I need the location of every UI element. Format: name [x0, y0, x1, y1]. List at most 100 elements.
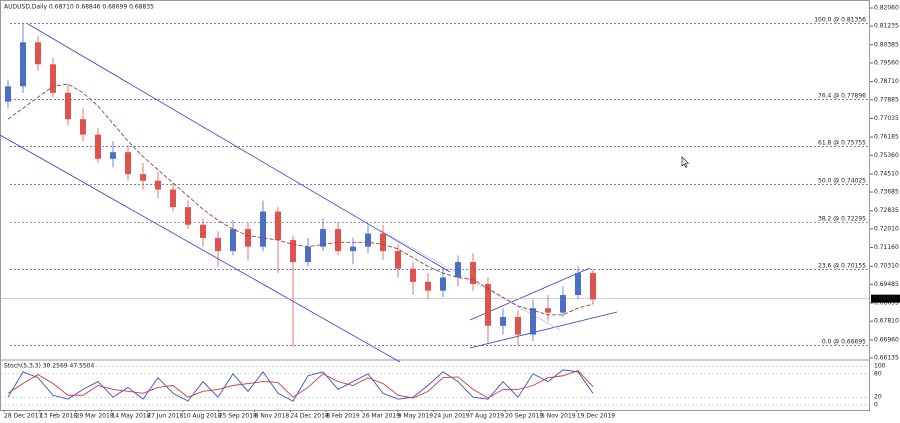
stoch-tick-label: 80	[874, 370, 882, 377]
y-tick-label: 0.81235	[874, 23, 899, 30]
y-tick-label: 0.72010	[874, 225, 899, 232]
y-tick-label: 0.79560	[874, 59, 899, 66]
candle-body	[320, 229, 326, 247]
candle-body	[335, 229, 341, 252]
trend-lines	[0, 23, 618, 363]
fib-label: 61.8 @ 0.75755	[818, 140, 866, 147]
candle-body	[530, 308, 536, 335]
fib-label: 100.0 @ 0.81356	[814, 16, 866, 23]
y-tick-label: 0.66135	[874, 355, 899, 362]
y-tick-label: 0.70310	[874, 263, 899, 270]
x-tick-label: 13 Feb 2018	[40, 413, 78, 420]
stoch-tick-label: 0	[874, 402, 878, 409]
stoch-line	[7, 369, 594, 402]
wedge-lower	[469, 311, 618, 349]
fib-label: 50.0 @ 0.74025	[818, 178, 866, 185]
y-tick-label: 0.77035	[874, 115, 899, 122]
y-tick-label: 0.73685	[874, 189, 899, 196]
candle-body	[275, 211, 281, 241]
channel-upper	[27, 23, 451, 273]
fib-label: 38.2 @ 0.72295	[818, 216, 866, 223]
candle-body	[215, 237, 221, 252]
fib-label: 76.4 @ 0.77896	[818, 93, 866, 100]
candle-body	[395, 251, 401, 269]
candle-body	[125, 152, 131, 175]
y-tick-label: 0.74510	[874, 170, 899, 177]
candle-body	[350, 246, 356, 252]
x-tick-label: 27 Jun 2018	[147, 413, 183, 420]
y-tick-label: 0.66960	[874, 336, 899, 343]
y-tick-label: 0.78710	[874, 78, 899, 85]
candle-body	[500, 317, 506, 326]
y-tick-label: 0.76185	[874, 134, 899, 141]
y-tick-label: 0.67810	[874, 318, 899, 325]
candle-body	[170, 189, 176, 208]
candle-body	[185, 207, 191, 225]
candle-body	[410, 268, 416, 282]
x-tick-label: 8 Feb 2019	[326, 413, 360, 420]
candle-body	[80, 119, 86, 135]
y-tick-label: 0.69485	[874, 281, 899, 288]
candle-body	[515, 317, 521, 335]
x-tick-label: 10 Aug 2018	[183, 413, 222, 420]
x-tick-label: 24 Dec 2018	[290, 413, 329, 420]
y-tick-label: 0.68635	[874, 300, 899, 307]
x-tick-label: 29 Mar 2018	[76, 413, 114, 420]
channel-lower	[0, 134, 401, 363]
x-tick-label: 5 Nov 2019	[541, 413, 576, 420]
fib-label: 23.6 @ 0.70155	[818, 263, 866, 270]
x-tick-label: 26 Mar 2019	[362, 413, 400, 420]
candle-body	[470, 262, 476, 285]
stoch-tick-label: 20	[874, 394, 882, 401]
y-tick-label: 0.82060	[874, 5, 899, 12]
x-tick-label: 14 May 2018	[111, 413, 150, 420]
candle-body	[380, 233, 386, 252]
stoch-tick-label: 100	[874, 363, 886, 370]
price-tag-label: 0.68835	[873, 295, 898, 302]
candle-body	[200, 224, 206, 238]
candle-body	[65, 92, 71, 120]
candle-body	[5, 86, 11, 102]
candle-body	[260, 211, 266, 247]
candle-body	[50, 64, 56, 93]
candle-body	[20, 42, 26, 87]
candle-body	[290, 240, 296, 263]
x-tick-label: 20 Sep 2019	[505, 413, 543, 420]
candle-body	[365, 233, 371, 247]
candle-body	[155, 180, 161, 190]
y-tick-label: 0.71160	[874, 244, 899, 251]
candle-body	[305, 246, 311, 263]
candle-body	[425, 281, 431, 291]
x-tick-label: 9 May 2019	[398, 413, 433, 420]
y-tick-label: 0.80385	[874, 41, 899, 48]
x-tick-label: 25 Sep 2018	[219, 413, 257, 420]
candle-body	[140, 174, 146, 181]
candle-body	[560, 295, 566, 313]
candle-body	[545, 308, 551, 313]
candle-body	[110, 152, 116, 159]
plot-frame	[0, 0, 870, 411]
x-tick-label: 8 Nov 2018	[255, 413, 290, 420]
moving-average	[7, 83, 594, 316]
fib-label: 0.0 @ 0.66695	[822, 339, 866, 346]
x-tick-label: 24 Jun 2019	[434, 413, 470, 420]
y-tick-label: 0.72835	[874, 207, 899, 214]
candle-body	[95, 134, 101, 159]
candle-body	[590, 273, 596, 300]
y-tick-label: 0.75360	[874, 152, 899, 159]
candle-body	[440, 277, 446, 291]
price-tag	[871, 294, 900, 303]
candle-body	[455, 262, 461, 278]
candle-body	[230, 229, 236, 252]
y-tick-label: 0.77885	[874, 96, 899, 103]
mouse-cursor	[681, 156, 690, 168]
stoch-line	[7, 370, 594, 399]
candle-body	[575, 273, 581, 296]
candle-body	[485, 284, 491, 326]
chart-title: AUDUSD,Daily 0.68710 0.68846 0.68699 0.6…	[4, 4, 154, 11]
candle-body	[35, 42, 41, 65]
candle-body	[245, 229, 251, 247]
x-tick-label: 19 Dec 2019	[577, 413, 616, 420]
x-tick-label: 7 Aug 2019	[469, 413, 504, 420]
